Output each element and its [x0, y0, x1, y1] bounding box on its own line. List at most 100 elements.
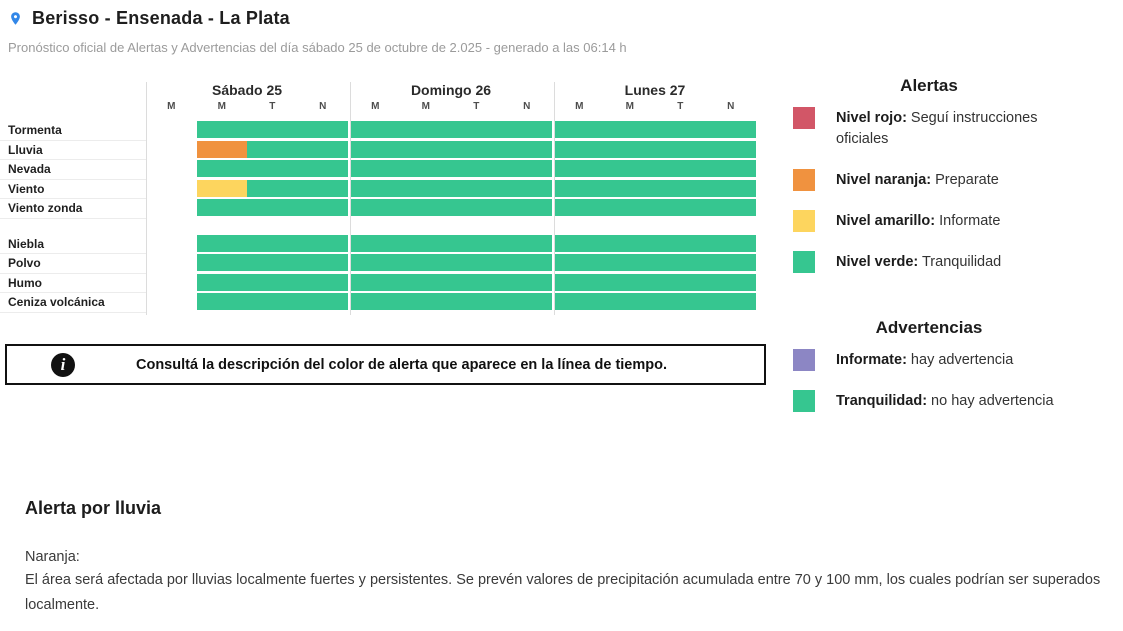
timeline-cell-green[interactable] [554, 121, 605, 138]
timeline-cell-green[interactable] [451, 273, 502, 291]
timeline-cell-green[interactable] [554, 199, 605, 216]
timeline-cell-green[interactable] [196, 121, 247, 138]
timeline-cell-green[interactable] [705, 293, 756, 310]
timeline-cell-green[interactable] [554, 254, 605, 271]
timeline-cell-green[interactable] [655, 140, 706, 158]
timeline-cell-green[interactable] [705, 179, 756, 197]
timeline-cell-green[interactable] [501, 199, 552, 216]
timeline-cell-green[interactable] [400, 273, 451, 291]
timeline-cell-green[interactable] [655, 254, 706, 271]
timeline-cell-green[interactable] [604, 234, 655, 252]
timeline-cell-green[interactable] [196, 273, 247, 291]
timeline-cell-green[interactable] [554, 179, 605, 197]
timeline-cell-green[interactable] [655, 234, 706, 252]
timeline-cell-green[interactable] [604, 140, 655, 158]
timeline-cell-green[interactable] [350, 121, 401, 138]
timeline-cell-green[interactable] [451, 121, 502, 138]
timeline-cell-green[interactable] [604, 273, 655, 291]
timeline-cell-green[interactable] [297, 254, 348, 271]
timeline-cell-green[interactable] [350, 254, 401, 271]
timeline-cell-green[interactable] [451, 199, 502, 216]
timeline-cell-green[interactable] [554, 234, 605, 252]
timeline-cell-green[interactable] [501, 179, 552, 197]
timeline-cell-green[interactable] [501, 254, 552, 271]
timeline-cell-green[interactable] [350, 179, 401, 197]
timeline-cell-green[interactable] [350, 199, 401, 216]
timeline-cell-green[interactable] [705, 234, 756, 252]
timeline-cell-green[interactable] [247, 293, 298, 310]
timeline-cell-green[interactable] [350, 140, 401, 158]
timeline-cell-green[interactable] [297, 273, 348, 291]
timeline-cell-green[interactable] [247, 273, 298, 291]
timeline-cell-green[interactable] [196, 293, 247, 310]
timeline-cell-green[interactable] [297, 160, 348, 177]
timeline-cell-green[interactable] [247, 179, 298, 197]
timeline-cell-green[interactable] [196, 254, 247, 271]
timeline-cell-green[interactable] [350, 293, 401, 310]
timeline-cell-green[interactable] [501, 273, 552, 291]
timeline-cell-green[interactable] [451, 254, 502, 271]
timeline-cell-green[interactable] [501, 121, 552, 138]
timeline-cell-green[interactable] [400, 293, 451, 310]
timeline-cell-green[interactable] [655, 121, 706, 138]
timeline-cell-green[interactable] [400, 254, 451, 271]
timeline-cell-green[interactable] [554, 273, 605, 291]
timeline-cell-green[interactable] [705, 121, 756, 138]
timeline-cell-green[interactable] [451, 293, 502, 310]
timeline-cell-green[interactable] [501, 293, 552, 310]
timeline-cell-green[interactable] [196, 199, 247, 216]
timeline-cell-green[interactable] [350, 160, 401, 177]
timeline-cell-green[interactable] [247, 234, 298, 252]
timeline-cell-green[interactable] [247, 160, 298, 177]
timeline-cell-green[interactable] [705, 254, 756, 271]
timeline-cell-green[interactable] [400, 160, 451, 177]
timeline-cell-green[interactable] [400, 179, 451, 197]
timeline-cell-green[interactable] [705, 273, 756, 291]
timeline-cell-green[interactable] [400, 199, 451, 216]
timeline-cell-green[interactable] [247, 121, 298, 138]
timeline-cell-green[interactable] [451, 160, 502, 177]
timeline-cell-green[interactable] [196, 234, 247, 252]
timeline-cell-green[interactable] [247, 140, 298, 158]
timeline-cell-green[interactable] [297, 293, 348, 310]
timeline-cell-green[interactable] [705, 160, 756, 177]
timeline-cell-green[interactable] [501, 140, 552, 158]
timeline-cell-green[interactable] [247, 199, 298, 216]
timeline-cell-green[interactable] [705, 140, 756, 158]
timeline-cell-green[interactable] [554, 140, 605, 158]
timeline-cell-green[interactable] [350, 273, 401, 291]
timeline-cell-green[interactable] [451, 179, 502, 197]
timeline-cell-green[interactable] [297, 121, 348, 138]
timeline-cell-orange[interactable] [196, 140, 247, 158]
timeline-cell-green[interactable] [297, 179, 348, 197]
timeline-cell-green[interactable] [604, 293, 655, 310]
timeline-cell-green[interactable] [655, 273, 706, 291]
timeline-cell-green[interactable] [501, 160, 552, 177]
timeline-cell-green[interactable] [297, 234, 348, 252]
timeline-cell-green[interactable] [705, 199, 756, 216]
timeline-cell-green[interactable] [655, 179, 706, 197]
timeline-cell-green[interactable] [196, 160, 247, 177]
timeline-cell-green[interactable] [604, 160, 655, 177]
timeline-cell-green[interactable] [604, 199, 655, 216]
timeline-cell-green[interactable] [400, 234, 451, 252]
timeline-cell-green[interactable] [400, 140, 451, 158]
timeline-cell-green[interactable] [554, 293, 605, 310]
timeline-cell-green[interactable] [604, 179, 655, 197]
timeline-cell-green[interactable] [297, 140, 348, 158]
timeline-cell-green[interactable] [501, 234, 552, 252]
timeline-cell-green[interactable] [451, 140, 502, 158]
timeline-cell-green[interactable] [655, 160, 706, 177]
timeline-cell-green[interactable] [655, 293, 706, 310]
timeline-cell-green[interactable] [247, 254, 298, 271]
timeline-cell-green[interactable] [297, 199, 348, 216]
timeline-cell-green[interactable] [655, 199, 706, 216]
timeline-cell-green[interactable] [451, 234, 502, 252]
timeline-cell-green[interactable] [604, 254, 655, 271]
timeline-cell-green[interactable] [400, 121, 451, 138]
timeline-cell-green[interactable] [604, 121, 655, 138]
timeline-cell-yellow[interactable] [196, 179, 247, 197]
timeline-cell-green[interactable] [350, 234, 401, 252]
timeline-cell-none [146, 235, 197, 252]
timeline-cell-green[interactable] [554, 160, 605, 177]
